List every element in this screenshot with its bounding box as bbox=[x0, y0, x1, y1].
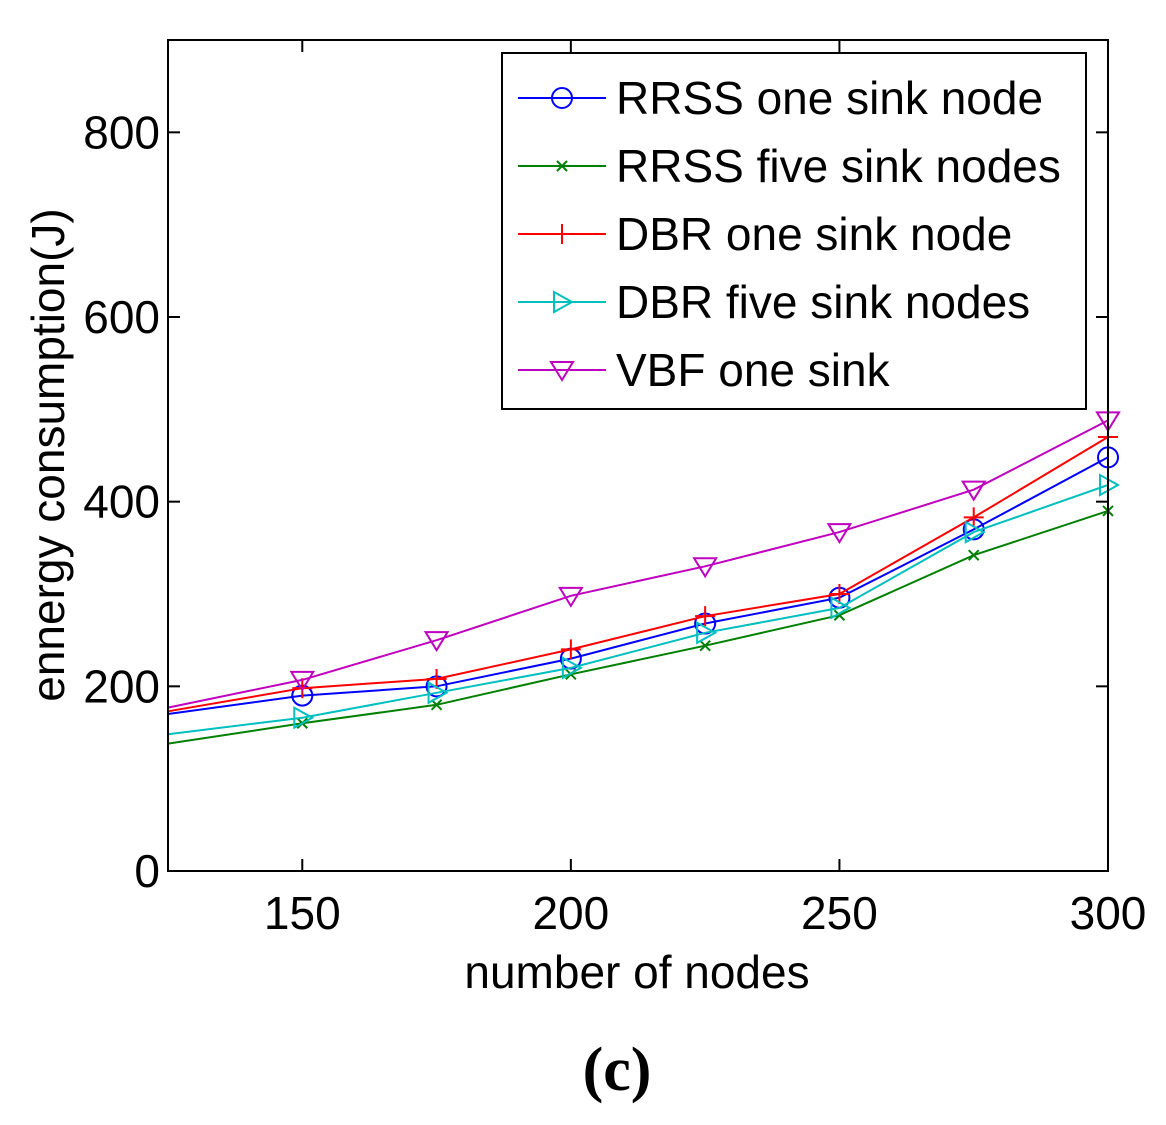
data-point bbox=[558, 586, 584, 608]
x-tick-label: 250 bbox=[801, 887, 878, 939]
legend-label: DBR five sink nodes bbox=[616, 276, 1030, 328]
series-line bbox=[167, 509, 1109, 745]
data-point bbox=[964, 520, 986, 544]
data-point bbox=[968, 549, 980, 561]
legend-marker bbox=[552, 224, 572, 244]
data-point bbox=[293, 706, 315, 730]
x-axis-label: number of nodes bbox=[464, 946, 809, 998]
y-tick-label: 400 bbox=[83, 476, 160, 528]
data-point bbox=[289, 670, 316, 692]
legend-entry: RRSS five sink nodes bbox=[518, 140, 1061, 192]
legend-label: DBR one sink node bbox=[616, 208, 1012, 260]
marker-stroke bbox=[699, 639, 711, 652]
data-point bbox=[427, 681, 449, 705]
data-point bbox=[963, 507, 984, 528]
data-point bbox=[692, 557, 718, 579]
data-point bbox=[960, 480, 987, 502]
x-tick-label: 200 bbox=[532, 887, 609, 939]
legend-label: RRSS five sink nodes bbox=[616, 140, 1061, 192]
series-vbf-one-sink bbox=[167, 411, 1121, 709]
data-point bbox=[423, 631, 450, 653]
y-tick-label: 800 bbox=[83, 106, 160, 158]
series-dbr-one-sink-node bbox=[167, 427, 1118, 713]
y-tick-label: 200 bbox=[83, 660, 160, 712]
series-line bbox=[167, 456, 1109, 715]
marker-stroke bbox=[430, 699, 443, 711]
data-point bbox=[829, 584, 850, 604]
series-line bbox=[167, 436, 1109, 713]
legend-entry: DBR one sink node bbox=[518, 208, 1012, 260]
legend-entry: RRSS one sink node bbox=[518, 72, 1043, 124]
data-point bbox=[826, 523, 853, 545]
y-axis-label: ennergy consumption(J) bbox=[22, 208, 74, 701]
legend-box bbox=[501, 52, 1087, 410]
series-line bbox=[167, 419, 1109, 709]
figure-caption: (c) bbox=[583, 1036, 652, 1104]
data-point bbox=[430, 699, 443, 711]
marker-stroke bbox=[556, 160, 568, 172]
legend: RRSS one sink node RRSS five sink nodes DB… bbox=[501, 52, 1087, 410]
legend-marker bbox=[549, 361, 575, 382]
data-point bbox=[561, 656, 583, 680]
data-point bbox=[699, 639, 711, 652]
data-point bbox=[560, 639, 581, 660]
data-point bbox=[830, 596, 852, 620]
data-point bbox=[696, 621, 718, 645]
legend-label: VBF one sink bbox=[616, 344, 891, 396]
axes-frame bbox=[167, 39, 1109, 872]
y-tick-label: 0 bbox=[134, 845, 160, 897]
series-line bbox=[167, 484, 1109, 736]
legend-entry: DBR five sink nodes bbox=[518, 276, 1030, 328]
legend-entry: VBF one sink bbox=[518, 344, 891, 396]
y-tick-label: 600 bbox=[83, 291, 160, 343]
legend-marker bbox=[553, 290, 575, 314]
marker-stroke bbox=[968, 549, 980, 561]
x-tick-label: 150 bbox=[264, 887, 341, 939]
data-point bbox=[426, 668, 447, 689]
axes-layer: 150 200 250 300 0 200 400 600 800 bbox=[83, 39, 1147, 939]
series-rrss-five-sink-nodes bbox=[167, 505, 1114, 745]
x-tick-label: 300 bbox=[1070, 887, 1147, 939]
legend-marker bbox=[556, 160, 568, 172]
series-layer bbox=[167, 411, 1121, 745]
legend-marker bbox=[551, 87, 573, 109]
data-point bbox=[695, 606, 716, 627]
legend-label: RRSS one sink node bbox=[616, 72, 1043, 124]
